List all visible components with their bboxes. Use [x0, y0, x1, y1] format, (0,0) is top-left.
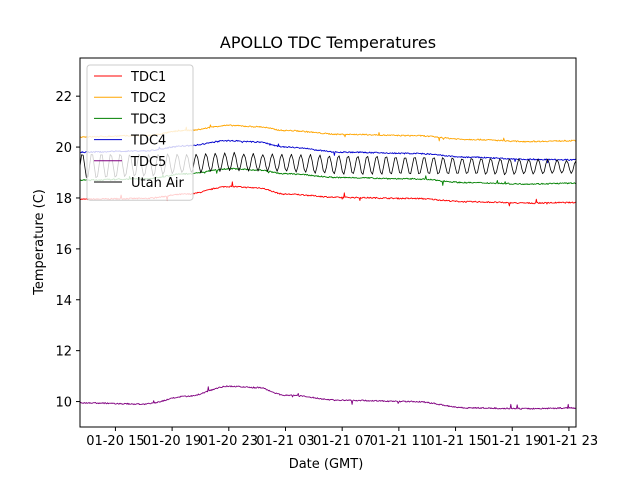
- x-axis-label: Date (GMT): [289, 457, 364, 472]
- legend-label: TDC1: [130, 70, 166, 85]
- plot-frame: [79, 57, 577, 428]
- y-tick-label: 16: [55, 243, 72, 258]
- series-line-tdc5: [80, 385, 576, 410]
- y-tick-label: 10: [55, 396, 72, 411]
- legend: TDC1 TDC2 TDC3 TDC4 TDC5 Utah Air: [86, 64, 194, 201]
- y-tick-label: 14: [55, 294, 72, 309]
- chart-title: APOLLO TDC Temperatures: [220, 33, 436, 52]
- y-tick-label: 22: [55, 90, 72, 105]
- y-tick-label: 12: [55, 345, 72, 360]
- legend-label: TDC5: [130, 155, 166, 170]
- legend-label: Utah Air: [131, 176, 184, 191]
- y-tick-label: 20: [55, 141, 72, 156]
- y-axis-label: Temperature (C): [32, 189, 47, 296]
- legend-label: TDC4: [130, 134, 166, 149]
- x-tick-label: 01-21 19: [483, 434, 541, 449]
- legend-label: TDC2: [130, 91, 166, 106]
- x-tick-label: 01-20 23: [200, 434, 258, 449]
- x-tick-label: 01-21 15: [426, 434, 484, 449]
- x-tick-label: 01-20 19: [143, 434, 201, 449]
- y-tick-label: 18: [55, 192, 72, 207]
- x-tick-label: 01-21 11: [370, 434, 428, 449]
- x-tick-label: 01-21 07: [313, 434, 371, 449]
- x-tick-label: 01-21 03: [256, 434, 314, 449]
- x-tick-label: 01-20 15: [86, 434, 144, 449]
- legend-label: TDC3: [130, 112, 166, 127]
- x-tick-label: 01-21 23: [540, 434, 598, 449]
- legend-box: [86, 64, 194, 201]
